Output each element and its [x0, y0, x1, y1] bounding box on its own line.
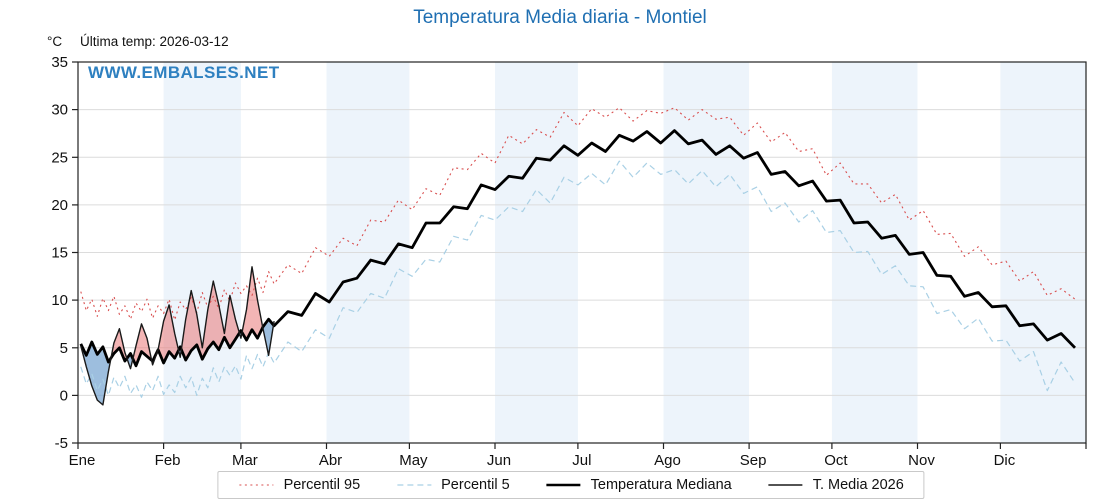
y-tick-label: -5 [55, 435, 68, 452]
legend-label-tmedia-2026: T. Media 2026 [812, 477, 904, 493]
y-unit-label: °C [47, 34, 63, 49]
series-line-temperatura-mediana [79, 129, 1077, 368]
legend-sample-tmedia-2026-line [768, 484, 803, 486]
y-tick-label: 35 [51, 54, 68, 71]
chart-title: Temperatura Media diaria - Montiel [413, 7, 707, 28]
x-tick-label: Jun [487, 452, 511, 469]
legend-item-mediana: Temperatura Mediana [546, 477, 732, 493]
legend-label-mediana: Temperatura Mediana [590, 477, 732, 493]
series-line-percentil-5 [80, 160, 1076, 398]
x-tick-label: Mar [232, 452, 258, 469]
watermark-embalses: WWW.EMBALSES.NET [88, 63, 280, 82]
y-tick-label: 20 [51, 197, 68, 214]
chart-legend: Percentil 95 Percentil 5 Temperatura Med… [217, 471, 925, 499]
series-line-t-media-2026 [80, 266, 275, 406]
legend-item-percentil-5: Percentil 5 [396, 477, 510, 493]
legend-sample-percentil-95-line [239, 484, 274, 486]
x-tick-label: Oct [824, 452, 848, 469]
y-tick-label: 25 [51, 149, 68, 166]
legend-label-percentil-5: Percentil 5 [441, 477, 510, 493]
x-tick-label: May [399, 452, 428, 469]
legend-sample-mediana-line [546, 483, 581, 487]
y-tick-label: 5 [60, 340, 68, 357]
legend-item-percentil-95: Percentil 95 [239, 477, 361, 493]
x-tick-label: Nov [908, 452, 935, 469]
y-tick-label: 30 [51, 102, 68, 119]
y-tick-label: 0 [60, 387, 68, 404]
x-tick-label: Feb [155, 452, 181, 469]
x-tick-label: Abr [319, 452, 342, 469]
x-tick-label: Ago [654, 452, 681, 469]
x-tick-label: Dic [994, 452, 1016, 469]
fill-below-median [80, 319, 274, 405]
y-tick-label: 15 [51, 245, 68, 262]
y-tick-label: 10 [51, 292, 68, 309]
legend-sample-percentil-5-line [397, 484, 432, 486]
x-tick-label: Jul [572, 452, 591, 469]
x-tick-label: Ene [69, 452, 96, 469]
legend-item-tmedia-2026: T. Media 2026 [768, 477, 904, 493]
x-tick-label: Sep [740, 452, 767, 469]
last-temp-label: Última temp: 2026-03-12 [80, 34, 229, 49]
legend-label-percentil-95: Percentil 95 [283, 477, 361, 493]
